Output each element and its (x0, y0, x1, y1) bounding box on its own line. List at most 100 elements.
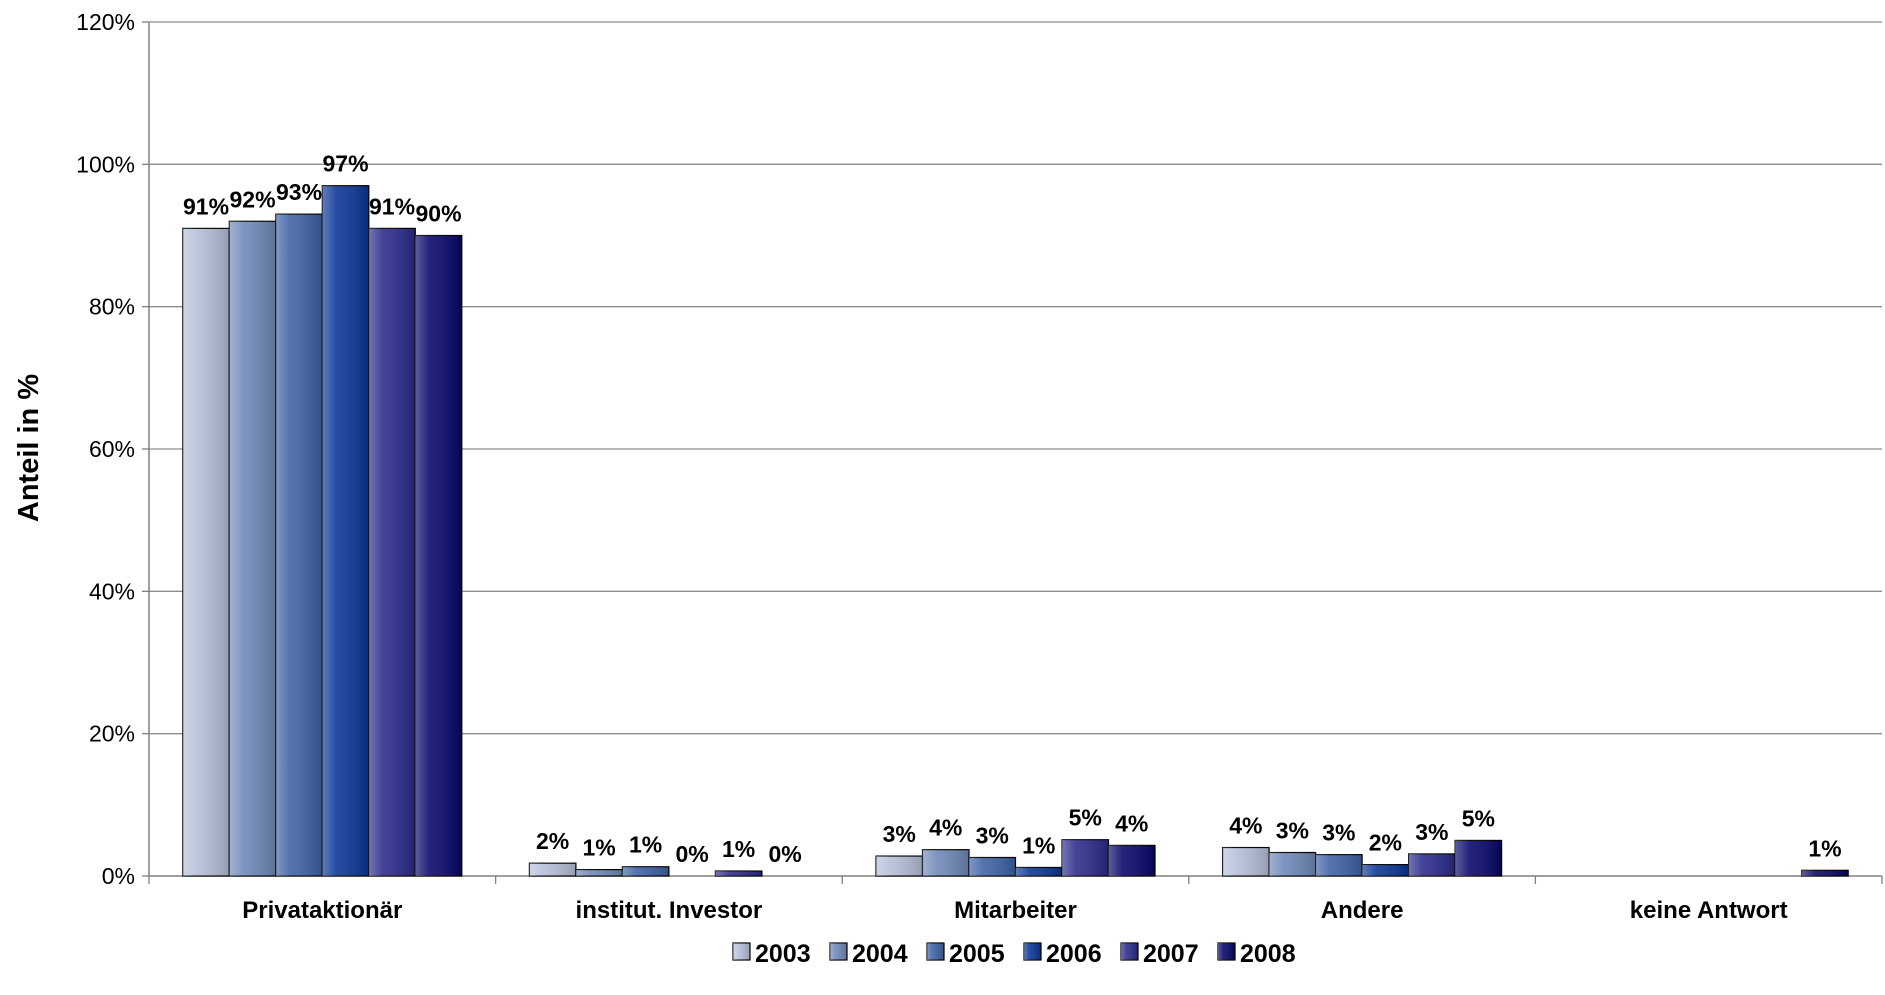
bar (1314, 854, 1363, 877)
bar (414, 234, 463, 877)
legend-swatch-shading (1121, 943, 1138, 960)
data-label: 93% (276, 179, 322, 205)
legend-item: 2008 (1217, 940, 1296, 968)
data-label: 1% (629, 832, 662, 858)
bar-shading (1362, 864, 1409, 876)
bar-shading (622, 866, 669, 876)
data-label: 90% (416, 201, 462, 227)
data-label: 5% (1069, 805, 1102, 831)
data-label: 2% (1369, 830, 1402, 856)
data-label: 1% (722, 836, 755, 862)
bar (575, 868, 624, 877)
legend-swatch-shading (927, 943, 944, 960)
bar-shading (1315, 854, 1363, 876)
y-tick-label: 20% (89, 721, 135, 747)
bar-shading (182, 228, 230, 877)
legend-item: 2005 (926, 940, 1005, 968)
bar-shading (415, 235, 462, 876)
bar-shading (1801, 870, 1849, 876)
data-label: 0% (676, 841, 709, 867)
y-axis-title: Anteil in % (13, 374, 45, 522)
bars (182, 185, 1849, 877)
legend-item: 2007 (1120, 940, 1199, 968)
bar (1361, 864, 1410, 877)
bar-shading (322, 185, 369, 876)
legend-swatch-shading (1218, 943, 1235, 960)
legend-swatch-shading (1024, 943, 1041, 960)
data-label: 97% (323, 151, 369, 177)
bar-shading (1015, 867, 1062, 876)
bar (1407, 853, 1456, 877)
legend-swatch-shading (830, 943, 847, 960)
legend-label: 2008 (1240, 940, 1296, 968)
bar (1268, 851, 1317, 877)
x-tick-label: keine Antwort (1630, 897, 1788, 924)
bar (714, 870, 763, 877)
legend-label: 2004 (852, 940, 908, 968)
axes: 0% 20% 40% 60% 80% 100% 120% Privataktionär inst… (76, 9, 1883, 924)
x-tick-label: institut. Investor (576, 897, 763, 924)
legend-swatch-shading (733, 943, 750, 960)
data-label: 91% (183, 193, 229, 219)
bar-shading (368, 228, 416, 877)
data-label: 1% (1022, 832, 1055, 858)
bar-shading (1108, 845, 1155, 876)
legend-item: 2004 (829, 940, 908, 968)
bar (968, 856, 1017, 877)
bar (182, 227, 230, 877)
bar-shading (715, 871, 762, 876)
legend-label: 2007 (1143, 940, 1199, 968)
data-label: 1% (1808, 835, 1841, 861)
legend: 2003 2004 2005 2006 2007 2008 (732, 940, 1296, 968)
x-tick-label: Privataktionär (242, 897, 402, 924)
bar-shading (969, 857, 1016, 876)
y-tick-label: 80% (89, 294, 135, 320)
bar (921, 849, 970, 877)
bar-shading (922, 849, 969, 876)
data-label: 4% (1115, 810, 1148, 836)
data-label: 3% (1415, 819, 1448, 845)
y-tick-label: 120% (76, 9, 135, 35)
bar (875, 855, 924, 877)
bar (368, 227, 416, 877)
bar-shading (275, 214, 323, 876)
data-label: 1% (583, 835, 616, 861)
legend-label: 2003 (755, 940, 811, 968)
bar (1061, 839, 1110, 877)
data-label: 3% (1322, 820, 1355, 846)
data-label: 3% (883, 821, 916, 847)
x-tick-label: Andere (1321, 897, 1404, 924)
y-tick-label: 60% (89, 436, 135, 462)
bar (621, 866, 670, 877)
y-tick-label: 100% (76, 151, 135, 177)
bar (1014, 866, 1063, 877)
bar (321, 185, 370, 877)
bar (1801, 869, 1849, 877)
bar (1107, 844, 1156, 877)
bar-shading (529, 863, 576, 876)
bar-shading (1455, 840, 1502, 876)
data-label: 0% (769, 841, 802, 867)
data-label: 4% (929, 815, 962, 841)
data-label: 2% (536, 828, 569, 854)
bar-shading (1408, 853, 1456, 876)
bar-shading (229, 221, 276, 876)
legend-label: 2005 (949, 940, 1005, 968)
bar (528, 862, 577, 877)
bar-shading (1269, 852, 1316, 876)
data-label: 4% (1229, 813, 1262, 839)
data-label: 91% (369, 193, 415, 219)
bar (228, 220, 277, 877)
x-tick-label: Mitarbeiter (954, 897, 1077, 924)
legend-label: 2006 (1046, 940, 1102, 968)
data-label: 3% (1276, 818, 1309, 844)
data-label: 92% (230, 186, 276, 212)
bar (275, 213, 323, 877)
bar-shading (575, 869, 623, 876)
y-tick-label: 0% (102, 863, 135, 889)
bar-shading (1062, 839, 1109, 876)
data-labels: 91% 92% 93%97%91% 90%2% 1% 1% 0% 1% 0%3% 4% 3% 1%5%… (183, 151, 1842, 867)
bar-shading (876, 856, 923, 876)
